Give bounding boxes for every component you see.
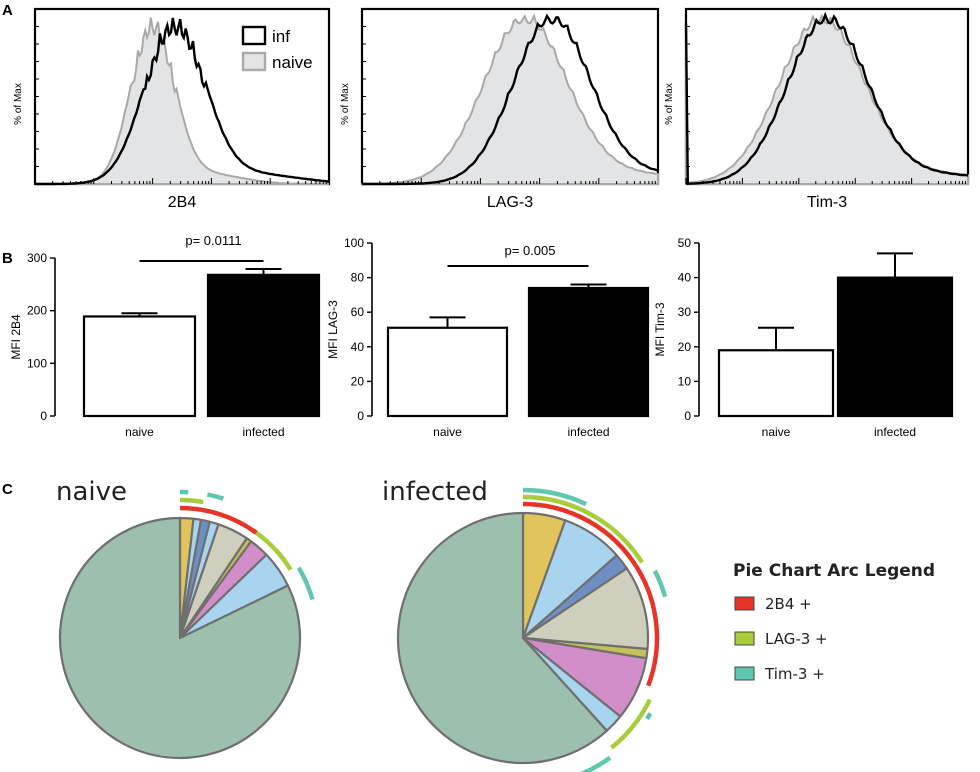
inf-histogram <box>35 17 330 186</box>
marker-arc <box>645 712 653 721</box>
histogram-xlabel: LAG-3 <box>487 194 533 211</box>
pie-legend-title: Pie Chart Arc Legend <box>733 561 935 581</box>
pie-naive: naive <box>56 477 315 760</box>
legend-swatch-inf <box>241 25 267 46</box>
x-category-label: infected <box>874 425 916 439</box>
x-category-label: naive <box>433 425 462 439</box>
legend-label: Tim-3 + <box>764 665 825 683</box>
bar-chart-2: 0 20 40 60 80 100 MFI LAG-3 naive infected p= 0.0… <box>326 236 650 439</box>
histogram-ylabel: % of Max <box>664 83 675 125</box>
histogram-1: 2B4 % of Max <box>13 7 331 211</box>
legend-label-inf: inf <box>272 27 290 46</box>
bar-chart-1: 0 100 200 300 MFI 2B4 naive infected p= 0.0111 <box>9 233 321 439</box>
marker-arc <box>610 698 652 750</box>
histogram-ylabel: % of Max <box>340 83 351 125</box>
legend-label: LAG-3 + <box>765 630 828 648</box>
bar-naive <box>386 326 509 418</box>
pie-panels: naive infected Pie Chart Arc Legend 2B4 + LA… <box>56 477 935 772</box>
histogram-panels: 2B4 % of Max LAG-3 % of Max Tim-3 % of Max inf… <box>13 7 970 211</box>
x-category-label: infected <box>567 425 609 439</box>
inf-histogram <box>362 13 659 186</box>
bar-naive <box>82 315 197 418</box>
pie-title: infected <box>382 477 488 507</box>
y-tick-label: 40 <box>351 340 365 354</box>
y-tick-label: 100 <box>27 356 47 370</box>
histogram-3: Tim-3 % of Max <box>664 7 970 211</box>
y-tick-label: 30 <box>678 305 692 319</box>
bar-infected <box>836 276 954 418</box>
y-tick-label: 80 <box>351 271 365 285</box>
histogram-legend: inf naive <box>241 25 313 72</box>
legend-swatch-naive <box>241 51 267 72</box>
legend-swatch <box>734 596 755 611</box>
histogram-xlabel: 2B4 <box>168 194 197 211</box>
marker-arc <box>206 492 225 501</box>
legend-label: 2B4 + <box>765 595 812 613</box>
marker-arc <box>179 505 258 535</box>
x-category-label: infected <box>242 425 284 439</box>
x-category-label: naive <box>125 425 154 439</box>
marker-arc <box>652 569 668 598</box>
pie-slice <box>521 567 650 651</box>
bar-infected <box>206 273 321 418</box>
panel-label-c: C <box>2 481 13 498</box>
y-axis-label: MFI 2B4 <box>9 314 23 360</box>
y-tick-label: 0 <box>40 409 47 423</box>
y-tick-label: 50 <box>678 236 692 250</box>
legend-swatch <box>734 666 755 681</box>
panel-label-a: A <box>2 2 13 19</box>
y-tick-label: 0 <box>684 409 691 423</box>
p-value-label: p= 0.0111 <box>185 233 241 248</box>
y-tick-label: 0 <box>357 409 364 423</box>
pie-infected: infected <box>382 477 668 772</box>
y-tick-label: 60 <box>351 305 365 319</box>
marker-arc <box>522 494 644 564</box>
histogram-xlabel: Tim-3 <box>807 194 847 211</box>
marker-arc <box>296 566 315 601</box>
y-tick-label: 10 <box>678 374 692 388</box>
marker-arc <box>580 755 612 772</box>
bar-chart-3: 0 10 20 30 40 50 MFI Tim-3 naive infected <box>653 236 954 439</box>
bar-naive <box>717 349 835 418</box>
y-axis-label: MFI LAG-3 <box>326 300 340 359</box>
histogram-ylabel: % of Max <box>13 83 24 125</box>
marker-arc <box>179 497 204 505</box>
naive-histogram <box>361 13 659 185</box>
bar-infected <box>527 286 650 418</box>
histogram-2: LAG-3 % of Max <box>340 7 660 211</box>
y-tick-label: 20 <box>351 374 365 388</box>
y-tick-label: 40 <box>678 271 692 285</box>
pie-legend: Pie Chart Arc Legend 2B4 + LAG-3 + Tim-3 + <box>733 561 935 683</box>
marker-arc <box>522 487 587 507</box>
inf-histogram <box>684 11 969 185</box>
p-value-label: p= 0.005 <box>505 243 556 258</box>
marker-arc <box>522 501 660 687</box>
x-category-label: naive <box>762 425 791 439</box>
y-tick-label: 200 <box>27 304 47 318</box>
marker-arc <box>255 531 293 571</box>
y-axis-label: MFI Tim-3 <box>653 302 667 356</box>
pie-slice <box>396 511 608 765</box>
pie-slice <box>58 516 302 760</box>
legend-swatch <box>734 631 755 646</box>
legend-label-naive: naive <box>272 53 313 72</box>
pie-title: naive <box>56 477 127 507</box>
y-tick-label: 100 <box>344 236 364 250</box>
y-tick-label: 300 <box>27 251 47 265</box>
y-tick-label: 20 <box>678 340 692 354</box>
panel-label-b: B <box>2 250 13 267</box>
